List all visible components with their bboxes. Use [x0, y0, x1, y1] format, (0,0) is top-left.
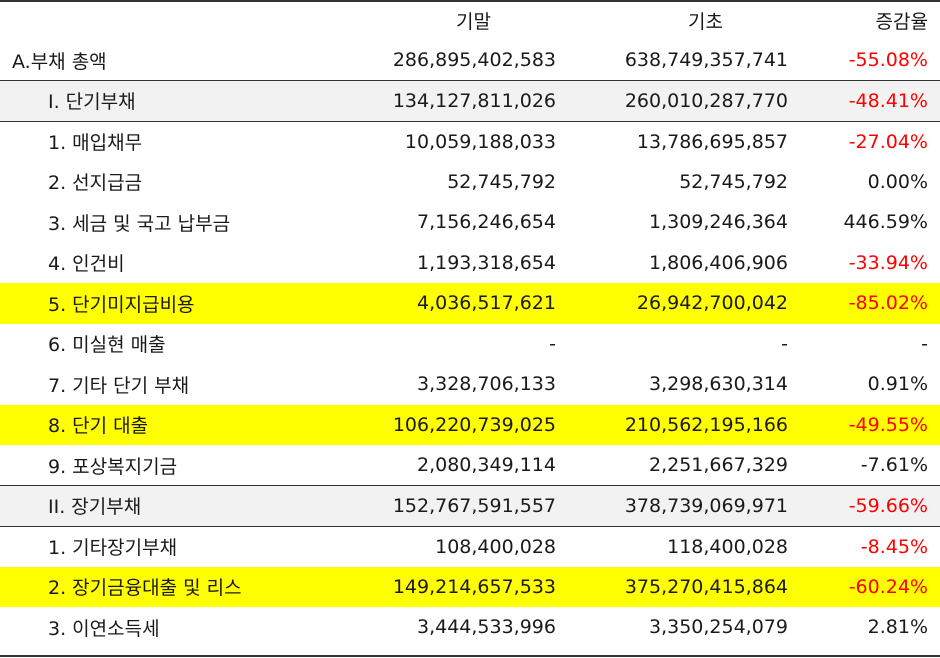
row-begin-value: 2,251,667,329: [648, 454, 788, 476]
table-row: 6. 미실현 매출 - - -: [0, 324, 940, 365]
row-label: 2. 선지급금: [48, 172, 143, 195]
row-rate-value: -85.02%: [848, 292, 928, 315]
row-end-value: 4,036,517,621: [416, 292, 556, 315]
row-rate-value: 0.00%: [867, 170, 928, 193]
row-label: II. 장기부채: [0, 485, 340, 527]
header-label-col: [0, 0, 340, 40]
row-rate-value: -60.24%: [848, 575, 928, 598]
table-row: 1. 기타장기부채 108,400,028 118,400,028 -8.45%: [0, 526, 940, 567]
row-label: 9. 포상복지기금: [48, 455, 178, 478]
row-begin-value: 210,562,195,166: [624, 413, 788, 436]
row-label: A.부채 총액: [12, 50, 107, 73]
row-rate-value: -33.94%: [848, 251, 928, 274]
header-rate: 증감율: [875, 10, 928, 33]
table-row: 9. 포상복지기금 2,080,349,114 2,251,667,329 -7.61…: [0, 445, 940, 486]
row-label: 3. 세금 및 국고 납부금: [48, 212, 231, 235]
row-end-value: 106,220,739,025: [392, 413, 556, 436]
row-begin-value: 118,400,028: [667, 535, 788, 558]
row-label: 8. 단기 대출: [48, 415, 149, 438]
table-row: I. 단기부채 134,127,811,026 260,010,287,770 -48…: [0, 80, 940, 122]
row-end-value: 2,080,349,114: [416, 454, 556, 476]
table-row: 2. 선지급금 52,745,792 52,745,792 0.00%: [0, 162, 940, 203]
row-rate-value: 2.81%: [867, 616, 928, 639]
table-row: 3. 이연소득세 3,444,533,996 3,350,254,079 2.81%: [0, 607, 940, 648]
table-row: 7. 기타 단기 부채 3,328,706,133 3,298,630,314 0.9…: [0, 364, 940, 405]
row-end-value: 1,193,318,654: [416, 251, 556, 274]
row-label: 1. 매입채무: [48, 132, 143, 154]
row-begin-value: 13,786,695,857: [636, 130, 788, 153]
row-end-value: 3,328,706,133: [416, 373, 556, 396]
table-row: 3. 세금 및 국고 납부금 7,156,246,654 1,309,246,364…: [0, 202, 940, 243]
row-label: 5. 단기미지급비용: [48, 293, 195, 316]
header-end: 기말: [456, 10, 491, 33]
row-rate-value: -27.04%: [848, 130, 928, 153]
row-end-value: 152,767,591,557: [340, 485, 566, 527]
row-rate-value: -49.55%: [848, 413, 928, 436]
row-begin-value: 3,298,630,314: [648, 373, 788, 396]
top-border: [0, 0, 940, 2]
row-rate-value: 0.91%: [867, 373, 928, 396]
row-label: I. 단기부채: [0, 80, 340, 122]
table-row: 2. 장기금융대출 및 리스 149,214,657,533 375,270,415…: [0, 566, 940, 607]
table-header: 기말 기초 증감율: [0, 0, 940, 40]
row-begin-value: 638,749,357,741: [624, 49, 788, 71]
row-begin-value: 378,739,069,971: [566, 485, 798, 527]
row-rate-value: -55.08%: [848, 49, 928, 71]
row-begin-value: -: [781, 332, 788, 355]
bottom-border: [0, 655, 940, 657]
row-rate-value: -59.66%: [798, 485, 940, 527]
table-row: 5. 단기미지급비용 4,036,517,621 26,942,700,042 -85…: [0, 283, 940, 324]
row-rate-value: -: [921, 332, 928, 355]
row-end-value: 3,444,533,996: [416, 616, 556, 639]
row-begin-value: 260,010,287,770: [566, 80, 798, 122]
row-begin-value: 1,806,406,906: [648, 251, 788, 274]
table-body: A.부채 총액 286,895,402,583 638,749,357,741 -55…: [0, 40, 940, 648]
row-rate-value: -48.41%: [798, 80, 940, 122]
row-rate-value: -8.45%: [860, 535, 928, 558]
header-begin: 기초: [688, 10, 723, 33]
row-end-value: 7,156,246,654: [416, 211, 556, 234]
row-label: 4. 인건비: [48, 253, 125, 276]
row-begin-value: 52,745,792: [679, 170, 788, 193]
row-label: 3. 이연소득세: [48, 617, 160, 640]
table-row: II. 장기부채 152,767,591,557 378,739,069,971 -5…: [0, 485, 940, 527]
table-row: A.부채 총액 286,895,402,583 638,749,357,741 -55…: [0, 40, 940, 81]
row-end-value: 286,895,402,583: [392, 49, 556, 71]
row-end-value: 134,127,811,026: [340, 80, 566, 122]
row-begin-value: 3,350,254,079: [648, 616, 788, 639]
row-label: 2. 장기금융대출 및 리스: [48, 577, 242, 600]
row-end-value: 149,214,657,533: [392, 575, 556, 598]
row-begin-value: 1,309,246,364: [648, 211, 788, 234]
table-row: 1. 매입채무 10,059,188,033 13,786,695,857 -27.0…: [0, 121, 940, 162]
row-begin-value: 26,942,700,042: [636, 292, 788, 315]
row-rate-value: 446.59%: [843, 211, 928, 234]
table-row: 4. 인건비 1,193,318,654 1,806,406,906 -33.94%: [0, 243, 940, 284]
row-label: 6. 미실현 매출: [48, 334, 166, 357]
row-end-value: 52,745,792: [447, 170, 556, 193]
row-label: 7. 기타 단기 부채: [48, 374, 190, 397]
row-end-value: 10,059,188,033: [404, 130, 556, 153]
row-end-value: -: [549, 332, 556, 355]
table-row: 8. 단기 대출 106,220,739,025 210,562,195,166 -4…: [0, 404, 940, 445]
row-begin-value: 375,270,415,864: [624, 575, 788, 598]
row-label: 1. 기타장기부채: [48, 537, 178, 559]
row-end-value: 108,400,028: [435, 535, 556, 558]
row-rate-value: -7.61%: [860, 454, 928, 476]
